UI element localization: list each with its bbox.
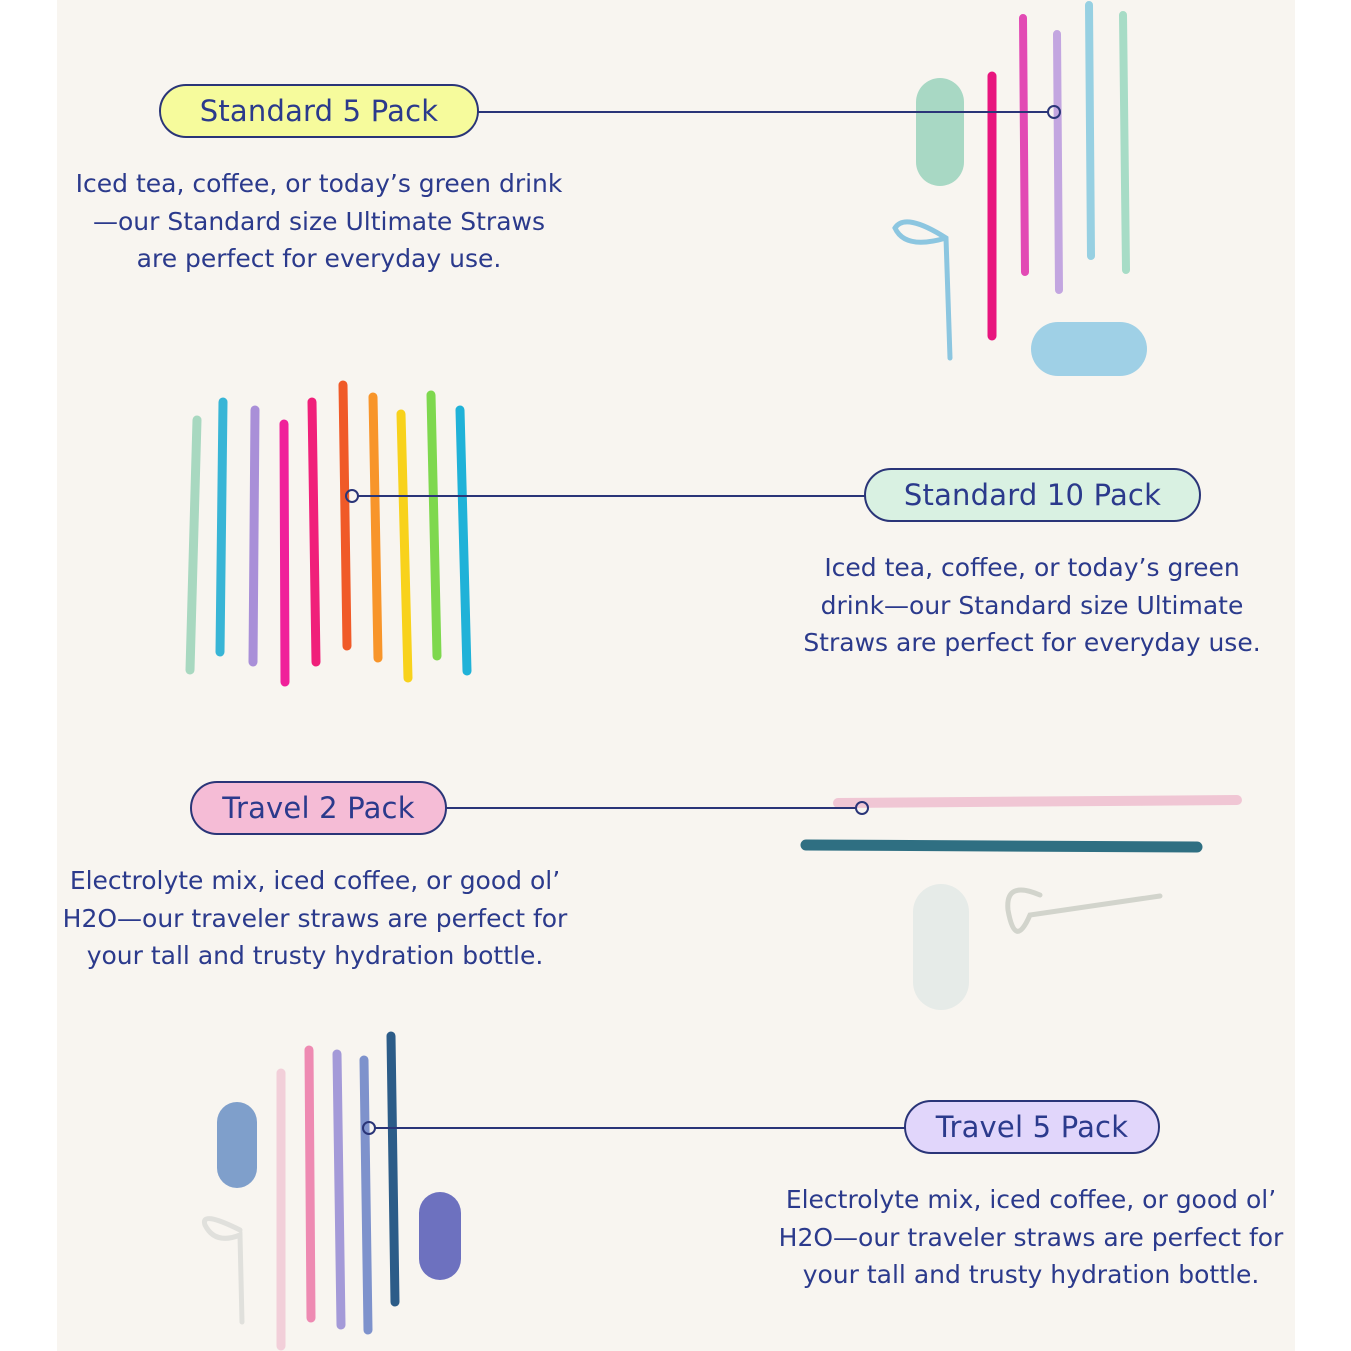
case-icon xyxy=(913,884,969,1010)
case-icon xyxy=(419,1192,461,1280)
standard-5-pack-label: Standard 5 Pack xyxy=(159,84,479,138)
standard-10-pack-label: Standard 10 Pack xyxy=(864,468,1201,522)
travel-2-pack-label: Travel 2 Pack xyxy=(190,781,447,835)
standard-5-pack-description: Iced tea, coffee, or today’s green drink… xyxy=(75,169,563,273)
travel-5-pack-label: Travel 5 Pack xyxy=(904,1100,1160,1154)
cleaning-brush-icon xyxy=(892,219,953,361)
standard-5-pack-image xyxy=(892,1,1147,376)
travel-5-pack-description: Electrolyte mix, iced coffee, or good ol… xyxy=(778,1185,1284,1289)
pill-title: Standard 5 Pack xyxy=(199,94,439,128)
pill-title: Travel 2 Pack xyxy=(222,791,415,825)
cleaning-brush-icon xyxy=(1005,887,1163,934)
travel-2-pack-description: Electrolyte mix, iced coffee, or good ol… xyxy=(62,866,568,970)
pill-title: Travel 5 Pack xyxy=(935,1110,1129,1144)
pill-title: Standard 10 Pack xyxy=(903,478,1162,512)
travel-5-pack-image xyxy=(201,1031,461,1351)
cleaning-brush-icon xyxy=(201,1216,245,1325)
case-icon xyxy=(916,78,964,186)
standard-10-pack-description: Iced tea, coffee, or today’s green drink… xyxy=(803,553,1261,657)
travel-2-pack-image xyxy=(800,795,1242,1010)
case-icon xyxy=(1031,322,1147,376)
case-icon xyxy=(217,1102,257,1188)
standard-10-pack-image xyxy=(185,380,472,687)
